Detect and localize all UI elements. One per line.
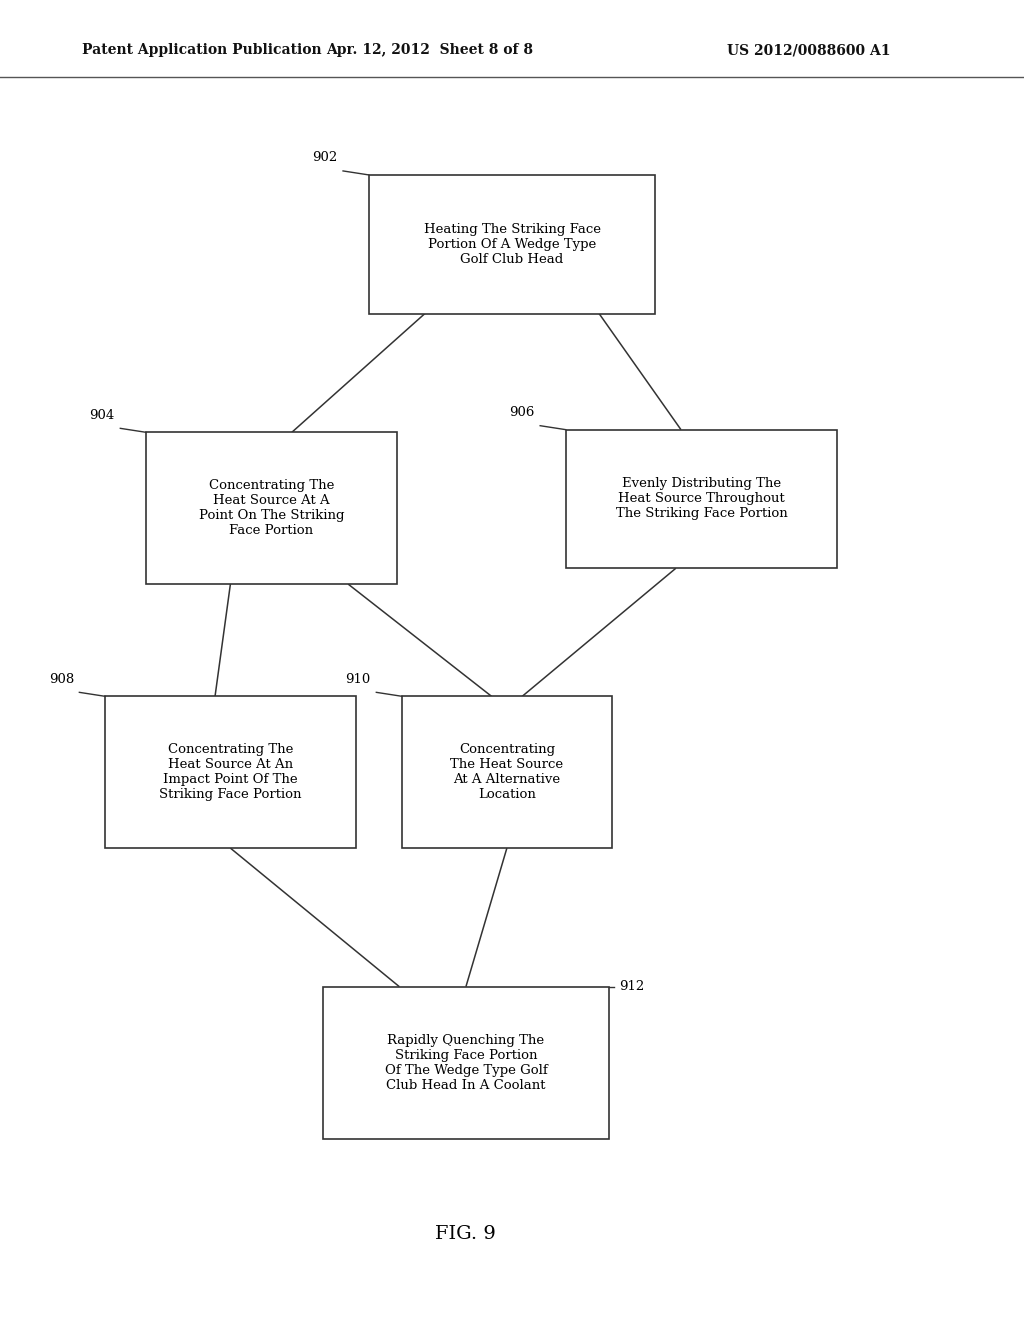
- Text: 906: 906: [510, 407, 535, 420]
- Text: Rapidly Quenching The
Striking Face Portion
Of The Wedge Type Golf
Club Head In : Rapidly Quenching The Striking Face Port…: [385, 1034, 547, 1092]
- Text: 908: 908: [49, 673, 74, 686]
- Text: Evenly Distributing The
Heat Source Throughout
The Striking Face Portion: Evenly Distributing The Heat Source Thro…: [615, 478, 787, 520]
- Text: 910: 910: [346, 673, 371, 686]
- Text: 902: 902: [312, 152, 338, 165]
- FancyBboxPatch shape: [105, 697, 356, 849]
- Text: Apr. 12, 2012  Sheet 8 of 8: Apr. 12, 2012 Sheet 8 of 8: [327, 44, 534, 57]
- FancyBboxPatch shape: [146, 433, 397, 583]
- FancyBboxPatch shape: [401, 697, 612, 849]
- Text: Concentrating The
Heat Source At A
Point On The Striking
Face Portion: Concentrating The Heat Source At A Point…: [199, 479, 344, 537]
- Text: Patent Application Publication: Patent Application Publication: [82, 44, 322, 57]
- Text: FIG. 9: FIG. 9: [435, 1225, 497, 1243]
- FancyBboxPatch shape: [565, 430, 838, 568]
- Text: US 2012/0088600 A1: US 2012/0088600 A1: [727, 44, 891, 57]
- Text: Concentrating
The Heat Source
At A Alternative
Location: Concentrating The Heat Source At A Alter…: [451, 743, 563, 801]
- Text: 912: 912: [620, 981, 645, 993]
- FancyBboxPatch shape: [369, 176, 655, 314]
- Text: 904: 904: [90, 409, 115, 422]
- Text: Concentrating The
Heat Source At An
Impact Point Of The
Striking Face Portion: Concentrating The Heat Source At An Impa…: [159, 743, 302, 801]
- FancyBboxPatch shape: [323, 987, 609, 1138]
- Text: Heating The Striking Face
Portion Of A Wedge Type
Golf Club Head: Heating The Striking Face Portion Of A W…: [424, 223, 600, 265]
